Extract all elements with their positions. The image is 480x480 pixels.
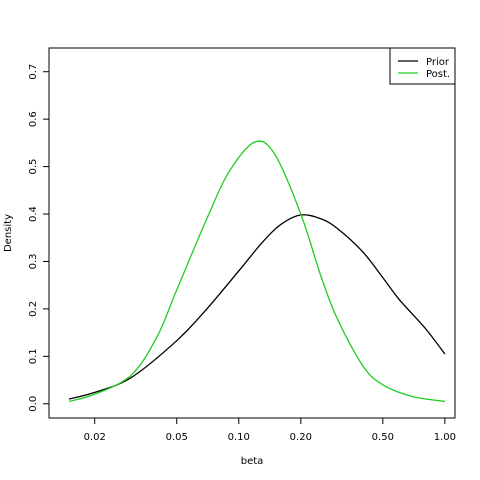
x-axis-title: beta [241, 456, 264, 467]
x-axis: 0.02 0.05 0.10 0.20 0.50 1.00 [84, 418, 456, 443]
legend: Prior Post. [389, 47, 456, 85]
x-tick-label: 0.05 [166, 432, 188, 443]
series-layer [68, 140, 446, 403]
y-tick-label: 0.5 [28, 159, 39, 175]
x-tick-label: 0.50 [372, 432, 394, 443]
y-tick-label: 0.3 [28, 254, 39, 270]
y-tick-label: 0.6 [28, 111, 39, 127]
y-tick-label: 0.7 [28, 64, 39, 80]
series-line-prior [68, 214, 446, 400]
series-line-post [68, 140, 445, 403]
y-axis: 0.0 0.1 0.2 0.3 0.4 0.5 0.6 0.7 [28, 64, 49, 412]
x-tick-label: 0.20 [290, 432, 312, 443]
y-tick-label: 0.4 [28, 206, 39, 222]
legend-label-post: Post. [426, 69, 450, 80]
y-tick-label: 0.1 [28, 348, 39, 364]
y-tick-label: 0.0 [28, 396, 39, 412]
legend-label-prior: Prior [426, 57, 450, 68]
x-tick-label: 0.02 [84, 432, 106, 443]
y-tick-label: 0.2 [28, 301, 39, 317]
x-tick-label: 0.10 [228, 432, 250, 443]
legend-box [389, 47, 456, 85]
y-axis-title: Density [3, 214, 14, 252]
x-tick-label: 1.00 [434, 432, 456, 443]
plot-frame [48, 47, 456, 419]
